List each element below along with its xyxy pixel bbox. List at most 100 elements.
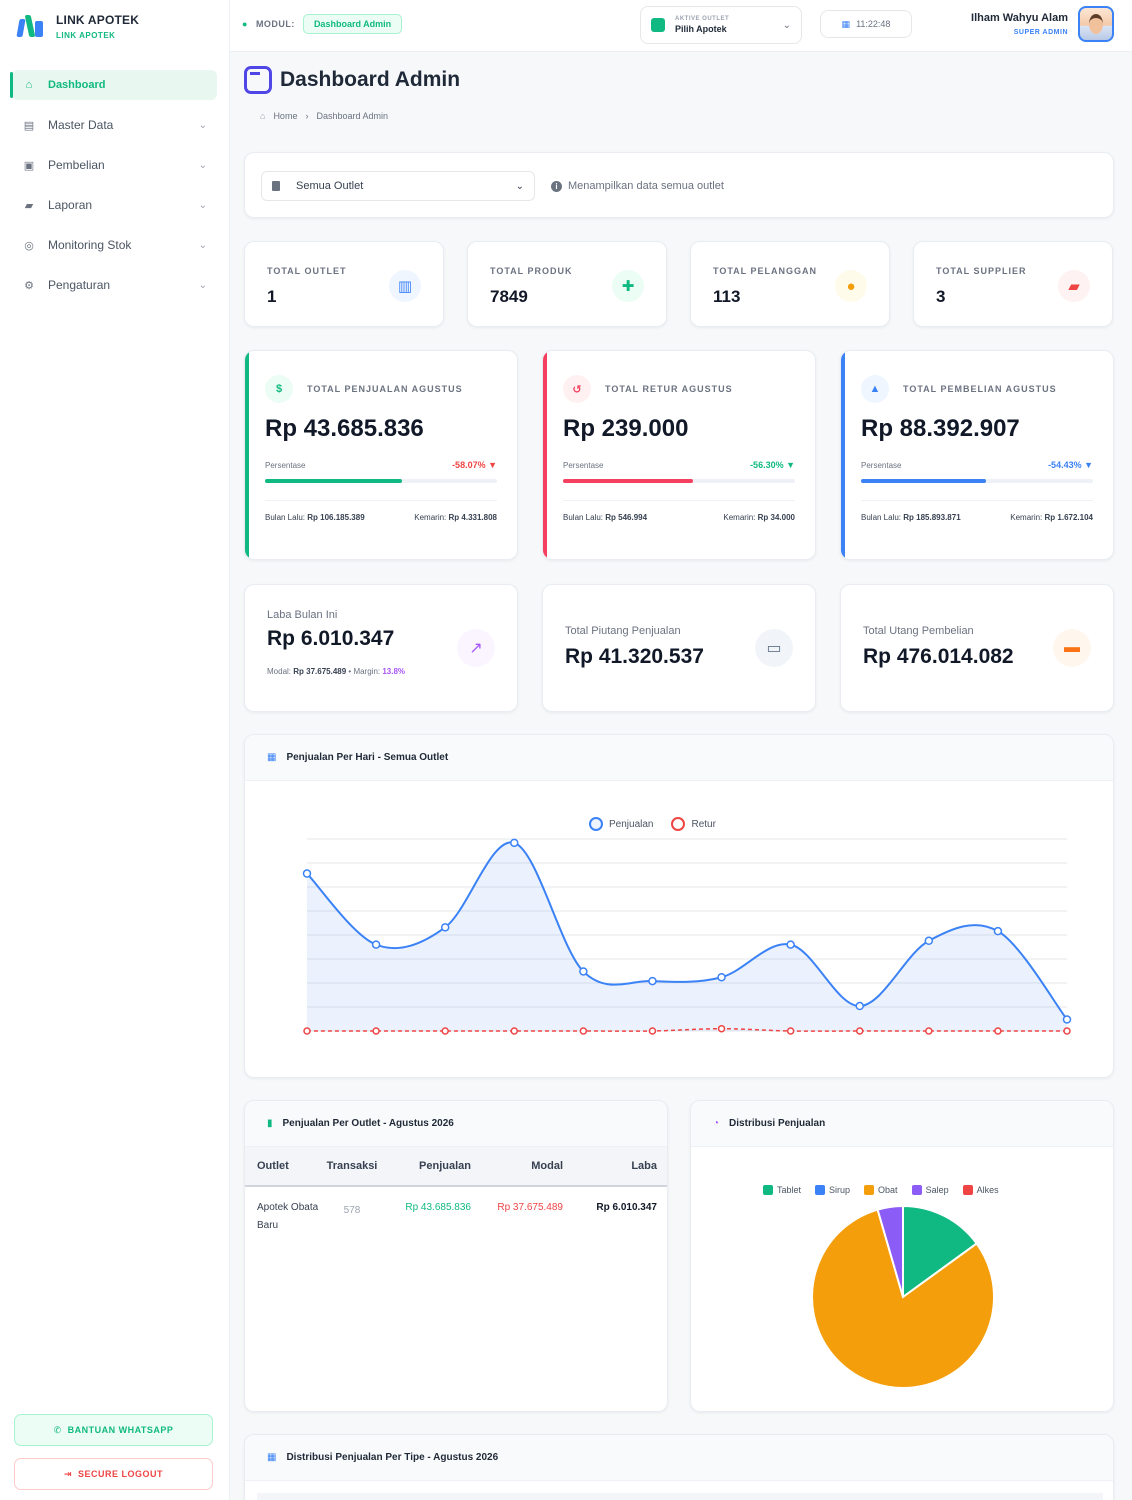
sidebar-item-label: Laporan	[48, 198, 93, 212]
data-point-retur	[579, 1027, 588, 1035]
data-point-retur	[510, 1027, 519, 1035]
column-header[interactable]: Penjualan	[419, 1160, 471, 1172]
table-card-title: Penjualan Per Outlet - Agustus 2026	[282, 1118, 454, 1129]
user-name: Ilham Wahyu Alam	[971, 12, 1068, 24]
chevron-down-icon: ⌄	[198, 199, 207, 211]
sidebar-item-pembelian[interactable]: ▣ Pembelian ⌄	[12, 150, 217, 180]
finance-value: Rp 476.014.082	[863, 645, 1014, 668]
legend-swatch	[911, 1185, 922, 1195]
whatsapp-help-button[interactable]: ✆ BANTUAN WHATSAPP	[14, 1414, 213, 1446]
data-point-penjualan	[1062, 1015, 1072, 1024]
filter-info: i Menampilkan data semua outlet	[551, 180, 724, 192]
avatar[interactable]	[1078, 6, 1114, 42]
breadcrumb-home[interactable]: Home	[273, 111, 298, 121]
cell-outlet: Apotek Obata Baru	[257, 1202, 319, 1231]
active-outlet-select[interactable]: AKTIVE OUTLET Pilih Apotek ⌄	[640, 6, 802, 44]
data-point-penjualan	[510, 838, 519, 848]
data-point-retur	[441, 1027, 449, 1035]
brand-logo-icon	[16, 11, 46, 41]
data-point-penjualan	[440, 923, 450, 932]
stat-card-outlet: TOTAL OUTLET 1 ▥	[244, 241, 444, 327]
clock: ▦ 11:22:48	[820, 10, 912, 38]
users-icon: ●	[835, 270, 867, 302]
pie-card-header: ◔ Distribusi Penjualan	[691, 1101, 1113, 1147]
stat-label: TOTAL SUPPLIER	[936, 266, 1027, 276]
sidebar-item-label: Pengaturan	[48, 278, 111, 292]
credit-card-icon: ▬	[1053, 629, 1091, 667]
sidebar-item-dashboard[interactable]: ⌂ Dashboard	[10, 70, 217, 100]
yesterday: Kemarin: Rp 34.000	[723, 513, 795, 522]
percentage-label: Persentase	[861, 461, 902, 470]
sidebar: LINK APOTEK LINK APOTEK ⌂ Dashboard ▤ Ma…	[0, 0, 230, 1500]
stat-card-produk: TOTAL PRODUK 7849 ✚	[467, 241, 667, 327]
data-point-retur	[994, 1027, 1002, 1035]
sidebar-item-label: Monitoring Stok	[48, 238, 132, 252]
finance-value: Rp 41.320.537	[565, 645, 704, 668]
sidebar-item-master-data[interactable]: ▤ Master Data ⌄	[12, 110, 217, 140]
outlet-filter-value: Semua Outlet	[296, 180, 364, 192]
user-menu[interactable]: Ilham Wahyu Alam SUPER ADMIN	[971, 6, 1114, 42]
page-header: Dashboard Admin	[244, 66, 460, 94]
table-icon: ▮	[267, 1118, 273, 1129]
table-card-header: ▮ Penjualan Per Outlet - Agustus 2026	[245, 1101, 667, 1147]
column-header[interactable]: Outlet	[257, 1160, 289, 1172]
outlet-filter-card: Semua Outlet ⌄ i Menampilkan data semua …	[244, 152, 1114, 218]
chevron-down-icon: ⌄	[782, 19, 791, 31]
column-header[interactable]: Modal	[531, 1160, 563, 1172]
previous-month: Bulan Lalu: Rp 185.893.871	[861, 513, 961, 522]
type-card-title: Distribusi Penjualan Per Tipe - Agustus …	[286, 1452, 499, 1463]
legend-item-retur[interactable]: Retur	[671, 817, 716, 831]
legend-item[interactable]: Sirup	[815, 1185, 850, 1195]
series-line-retur	[307, 1027, 1067, 1032]
cell-laba: Rp 6.010.347	[596, 1202, 657, 1213]
sidebar-item-monitoring-stok[interactable]: ◎ Monitoring Stok ⌄	[12, 230, 217, 260]
logout-button[interactable]: ⇥ SECURE LOGOUT	[14, 1458, 213, 1490]
pie-chart	[811, 1204, 995, 1389]
legend-item[interactable]: Tablet	[763, 1185, 801, 1195]
breadcrumb: ⌂ Home › Dashboard Admin	[260, 111, 388, 121]
return-icon: ↺	[563, 375, 591, 403]
module-indicator: ● MODUL: Dashboard Admin	[242, 14, 403, 34]
chart-icon: ▦	[267, 1452, 277, 1463]
legend-item[interactable]: Alkes	[962, 1185, 999, 1195]
summary-card-penjualan: $ TOTAL PENJUALAN AGUSTUS Rp 43.685.836 …	[244, 350, 518, 560]
legend-swatch	[864, 1185, 875, 1195]
progress-track	[861, 479, 1093, 483]
stat-card-supplier: TOTAL SUPPLIER 3 ▰	[913, 241, 1113, 327]
legend-item-penjualan[interactable]: Penjualan	[589, 817, 653, 831]
active-outlet-caption: AKTIVE OUTLET	[675, 16, 730, 22]
legend-label: Salep	[925, 1185, 949, 1195]
column-header[interactable]: Transaksi	[326, 1160, 378, 1172]
legend-label: Alkes	[976, 1185, 999, 1195]
data-point-retur	[1063, 1027, 1071, 1035]
column-header[interactable]: Laba	[631, 1160, 657, 1172]
daily-sales-chart-card: ▦ Penjualan Per Hari - Semua Outlet Penj…	[244, 734, 1114, 1078]
bag-icon: ▲	[861, 375, 889, 403]
legend-swatch	[763, 1185, 773, 1195]
outlet-filter-select[interactable]: Semua Outlet ⌄	[261, 171, 535, 201]
sidebar-item-laporan[interactable]: ▰ Laporan ⌄	[12, 190, 217, 220]
pie-slice-tablet	[902, 1204, 979, 1299]
topbar: ● MODUL: Dashboard Admin AKTIVE OUTLET P…	[230, 0, 1132, 52]
table-row[interactable]: Apotek Obata Baru 578 Rp 43.685.836 Rp 3…	[245, 1187, 667, 1235]
percentage-label: Persentase	[265, 461, 306, 470]
summary-card-pembelian: ▲ TOTAL PEMBELIAN AGUSTUS Rp 88.392.907 …	[840, 350, 1114, 560]
chart-icon: ▦	[267, 752, 277, 763]
percentage-value: -54.43% ▼	[1048, 460, 1093, 470]
legend-item[interactable]: Salep	[911, 1185, 949, 1195]
sidebar-item-pengaturan[interactable]: ⚙ Pengaturan ⌄	[12, 270, 217, 300]
logout-label: SECURE LOGOUT	[78, 1469, 164, 1479]
page-title: Dashboard Admin	[280, 68, 461, 91]
sidebar-footer: ✆ BANTUAN WHATSAPP ⇥ SECURE LOGOUT	[14, 1414, 213, 1490]
brand[interactable]: LINK APOTEK LINK APOTEK	[0, 0, 229, 52]
legend-item[interactable]: Obat	[864, 1185, 898, 1195]
legend-label: Obat	[878, 1185, 898, 1195]
data-point-penjualan	[924, 936, 934, 946]
info-icon: i	[551, 180, 562, 192]
summary-value: Rp 239.000	[563, 415, 689, 442]
folder-icon: ▰	[24, 199, 34, 212]
breadcrumb-current: Dashboard Admin	[316, 111, 388, 121]
truck-icon: ▰	[1058, 270, 1090, 302]
filter-info-text: Menampilkan data semua outlet	[568, 180, 724, 192]
database-icon: ▤	[23, 119, 35, 132]
